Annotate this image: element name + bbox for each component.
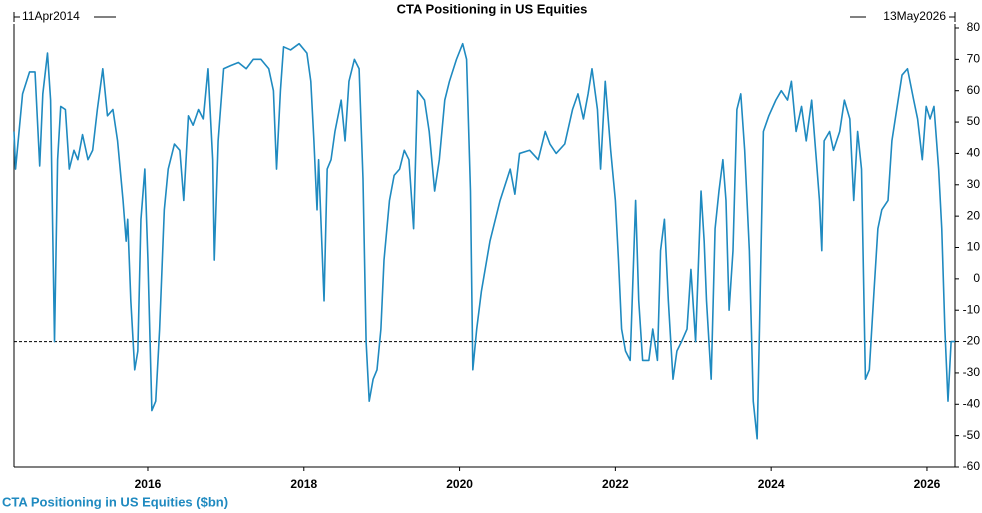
y-tick-label: 80	[967, 20, 981, 34]
chart-title: CTA Positioning in US Equities	[397, 1, 588, 16]
y-tick-label: 0	[973, 271, 980, 285]
y-tick-label: 30	[967, 177, 981, 191]
y-tick-label: 10	[967, 240, 981, 254]
end-date-label: 13May2026	[883, 9, 946, 23]
y-tick-label: 70	[967, 52, 981, 66]
y-tick-label: 60	[967, 83, 981, 97]
y-tick-label: 20	[967, 208, 981, 222]
y-tick-label: -40	[963, 396, 981, 410]
x-tick-label: 2024	[758, 477, 785, 491]
y-tick-label: 50	[967, 114, 981, 128]
series-line	[13, 42, 955, 440]
x-tick-label: 2016	[135, 477, 162, 491]
y-tick-label: -30	[963, 365, 981, 379]
x-tick-label: 2018	[290, 477, 317, 491]
y-tick-label: 40	[967, 146, 981, 160]
y-tick-label: -20	[963, 334, 981, 348]
x-tick-label: 2020	[446, 477, 473, 491]
y-tick-label: -10	[963, 302, 981, 316]
y-tick-label: -60	[963, 459, 981, 473]
x-tick-label: 2026	[914, 477, 941, 491]
x-tick-label: 2022	[602, 477, 629, 491]
legend-label: CTA Positioning in US Equities ($bn)	[2, 494, 228, 509]
start-date-label: 11Apr2014	[22, 9, 80, 23]
y-tick-label: -50	[963, 428, 981, 442]
